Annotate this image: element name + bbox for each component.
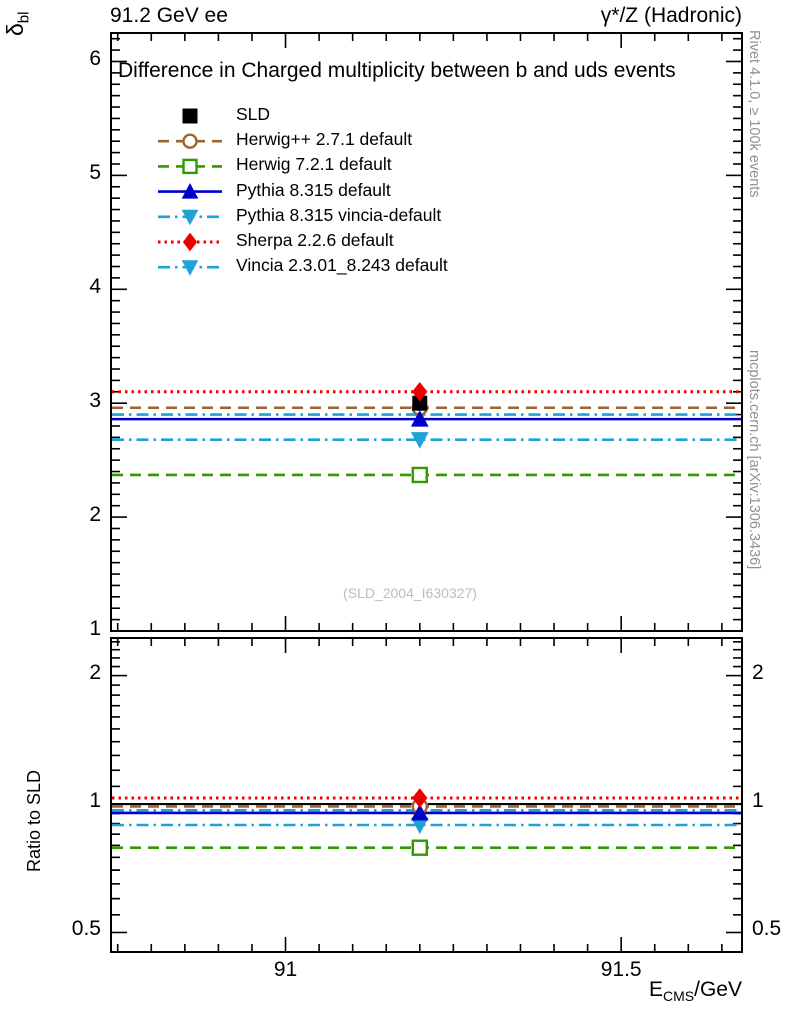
main-ytick-label: 5 bbox=[89, 161, 101, 185]
legend-marker-sample bbox=[182, 108, 198, 124]
legend-marker-sample bbox=[181, 209, 199, 226]
main-data-series bbox=[112, 381, 741, 484]
legend-entry-label: Pythia 8.315 vincia-default bbox=[236, 204, 442, 225]
main-ytick-label: 3 bbox=[89, 389, 101, 413]
ratio-series-marker bbox=[411, 839, 428, 856]
ratio-ytick-label-right: 1 bbox=[752, 789, 764, 813]
main-series-marker bbox=[412, 381, 428, 402]
main-ytick-label: 4 bbox=[89, 275, 101, 299]
xaxis-title: ECMS/GeV bbox=[649, 978, 742, 1004]
ratio-ytick-label-left: 2 bbox=[89, 660, 101, 684]
legend-entry-label: SLD bbox=[236, 104, 271, 124]
header-left-label: 91.2 GeV ee bbox=[110, 4, 228, 27]
legend-marker-sample bbox=[181, 183, 199, 199]
ratio-yaxis-ticks bbox=[111, 641, 742, 934]
main-panel-frame bbox=[110, 32, 743, 632]
xaxis-title-sub: CMS bbox=[663, 988, 695, 1005]
ratio-panel-frame bbox=[110, 637, 743, 953]
ratio-ytick-label-right: 2 bbox=[752, 660, 764, 684]
legend-marker-sample bbox=[182, 133, 198, 149]
main-ytick-label: 6 bbox=[89, 47, 101, 71]
plot-title: Difference in Charged multiplicity betwe… bbox=[118, 59, 676, 82]
dataset-watermark: (SLD_2004_I630327) bbox=[343, 585, 477, 601]
xtick-label: 91.5 bbox=[600, 958, 642, 981]
main-series-marker bbox=[411, 466, 428, 484]
legend-marker-sample bbox=[182, 158, 198, 175]
main-xaxis-ticks bbox=[116, 33, 723, 631]
legend-marker-sample bbox=[182, 232, 198, 252]
ratio-ytick-label-left: 1 bbox=[89, 789, 101, 813]
legend-entry-label: Sherpa 2.2.6 default bbox=[236, 230, 394, 250]
main-ytick-label: 2 bbox=[89, 503, 101, 527]
ratio-series-marker bbox=[410, 803, 429, 821]
legend-glyphs bbox=[158, 108, 222, 276]
main-series-marker bbox=[410, 410, 429, 427]
main-yaxis-ticks bbox=[111, 37, 742, 632]
xaxis-title-tail: /GeV bbox=[694, 978, 742, 1001]
legend-entry-label: Herwig 7.2.1 default bbox=[236, 154, 392, 175]
header-right-label: γ*/Z (Hadronic) bbox=[600, 4, 742, 27]
legend-marker-sample bbox=[181, 260, 199, 276]
ratio-xaxis-ticks bbox=[116, 638, 723, 952]
legend-entry-label: Vincia 2.3.01_8.243 default bbox=[236, 255, 448, 276]
legend-entry-label: Herwig++ 2.7.1 default bbox=[236, 129, 413, 150]
ratio-series-marker bbox=[412, 788, 428, 808]
main-series-marker bbox=[410, 432, 429, 449]
xtick-label: 91 bbox=[273, 958, 298, 981]
xaxis-title-base: E bbox=[649, 978, 664, 1001]
main-ytick-label: 1 bbox=[89, 617, 101, 640]
legend-entry-label: Pythia 8.315 default bbox=[236, 179, 391, 200]
ratio-data-series bbox=[112, 788, 741, 856]
ratio-ytick-label-left: 0.5 bbox=[71, 917, 101, 941]
ratio-ytick-label-right: 0.5 bbox=[752, 917, 782, 941]
